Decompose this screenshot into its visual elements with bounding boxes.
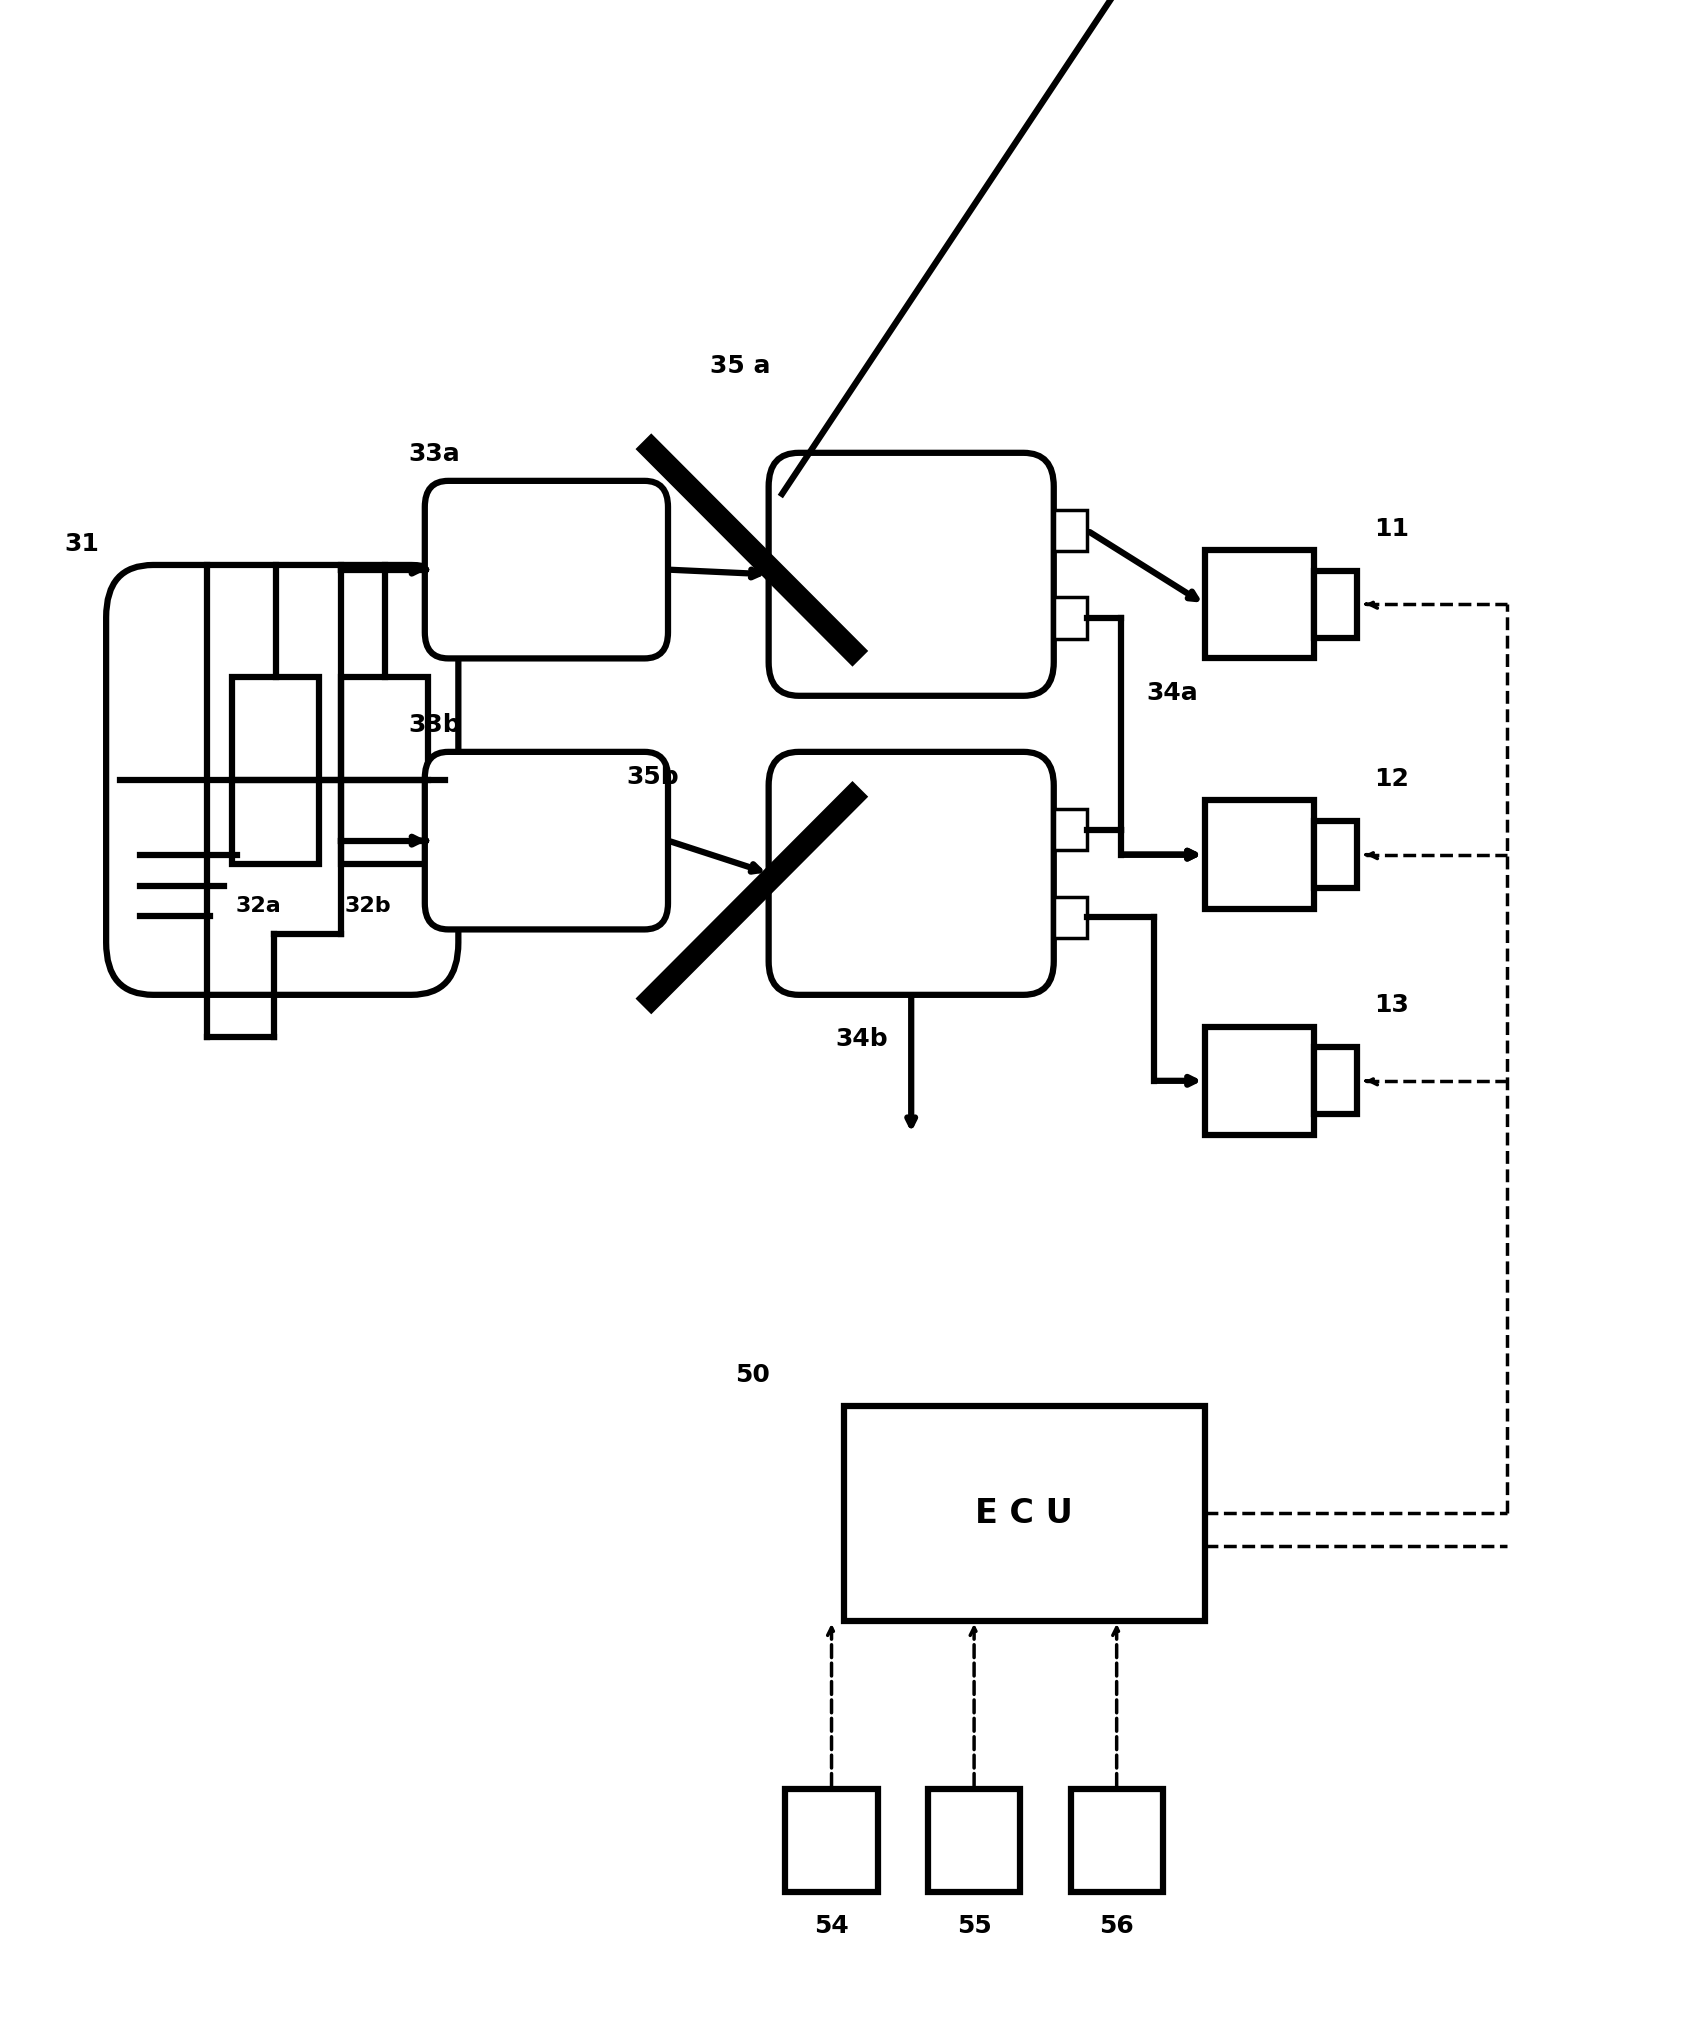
- Bar: [1054, 511, 1088, 551]
- Text: 31: 31: [65, 531, 99, 555]
- Bar: [1071, 1790, 1163, 1893]
- Bar: [1054, 597, 1088, 638]
- Text: 50: 50: [735, 1364, 771, 1386]
- FancyBboxPatch shape: [769, 452, 1054, 696]
- Text: 55: 55: [957, 1915, 992, 1939]
- Text: 34b: 34b: [835, 1027, 888, 1051]
- Text: 33a: 33a: [407, 442, 460, 466]
- Text: 11: 11: [1374, 517, 1408, 541]
- Bar: [1054, 896, 1088, 938]
- Bar: [1054, 809, 1088, 850]
- Text: 54: 54: [815, 1915, 849, 1939]
- Text: 32b: 32b: [344, 896, 390, 916]
- FancyBboxPatch shape: [425, 480, 668, 658]
- Text: 12: 12: [1374, 767, 1408, 791]
- Bar: [1205, 1027, 1315, 1134]
- Bar: [1315, 1047, 1357, 1114]
- Text: 56: 56: [1100, 1915, 1134, 1939]
- Text: 35 a: 35 a: [709, 353, 771, 377]
- Bar: [1315, 821, 1357, 888]
- Bar: [1315, 571, 1357, 638]
- Text: 32a: 32a: [235, 896, 281, 916]
- FancyBboxPatch shape: [769, 753, 1054, 995]
- Bar: [341, 678, 428, 864]
- Bar: [232, 678, 319, 864]
- FancyBboxPatch shape: [106, 565, 459, 995]
- FancyBboxPatch shape: [425, 753, 668, 930]
- Text: 33b: 33b: [407, 712, 460, 737]
- Text: 13: 13: [1374, 993, 1408, 1017]
- Bar: [844, 1407, 1205, 1620]
- Bar: [1205, 801, 1315, 908]
- Bar: [786, 1790, 878, 1893]
- Text: 34a: 34a: [1146, 682, 1199, 704]
- Bar: [928, 1790, 1020, 1893]
- Text: E C U: E C U: [975, 1497, 1074, 1530]
- Text: 35b: 35b: [626, 765, 679, 789]
- Bar: [1205, 551, 1315, 658]
